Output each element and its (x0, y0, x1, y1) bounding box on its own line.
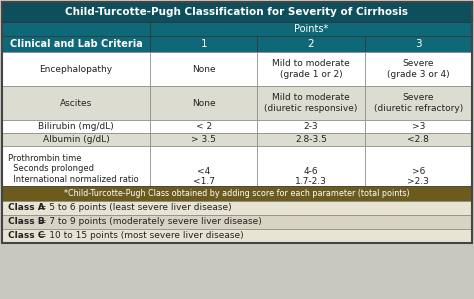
Text: <1.7: <1.7 (192, 178, 215, 187)
Bar (150, 146, 257, 186)
Text: 2: 2 (308, 39, 314, 49)
Bar (365, 86, 472, 120)
Bar (365, 120, 472, 133)
Bar (2, 229, 472, 243)
Text: Mild to moderate
(grade 1 or 2): Mild to moderate (grade 1 or 2) (272, 59, 350, 79)
Text: 3: 3 (415, 39, 422, 49)
Text: Prothrombin time: Prothrombin time (8, 154, 82, 163)
Bar (2, 146, 150, 186)
Text: Ascites: Ascites (60, 98, 92, 108)
Text: *Child-Turcotte-Pugh Class obtained by adding score for each parameter (total po: *Child-Turcotte-Pugh Class obtained by a… (64, 189, 410, 198)
Text: >3: >3 (411, 122, 425, 131)
Bar (257, 36, 365, 52)
Bar (365, 133, 472, 146)
Bar (150, 120, 257, 133)
Bar (150, 86, 257, 120)
Text: = 10 to 15 points (most severe liver disease): = 10 to 15 points (most severe liver dis… (36, 231, 244, 240)
Bar (2, 201, 472, 215)
Text: Bilirubin (mg/dL): Bilirubin (mg/dL) (38, 122, 114, 131)
Text: Child-Turcotte-Pugh Classification for Severity of Cirrhosis: Child-Turcotte-Pugh Classification for S… (65, 7, 409, 17)
Text: 1.7-2.3: 1.7-2.3 (295, 178, 327, 187)
Text: = 5 to 6 points (least severe liver disease): = 5 to 6 points (least severe liver dise… (36, 204, 232, 213)
Bar (257, 146, 365, 186)
Text: International normalized ratio: International normalized ratio (8, 175, 138, 184)
Text: Encephalopathy: Encephalopathy (39, 65, 112, 74)
Text: Seconds prolonged: Seconds prolonged (8, 164, 94, 173)
Bar (150, 133, 257, 146)
Bar (257, 120, 365, 133)
Text: = 7 to 9 points (moderately severe liver disease): = 7 to 9 points (moderately severe liver… (36, 217, 262, 227)
Bar (2, 120, 150, 133)
Bar (2, 2, 472, 22)
Text: < 2: < 2 (196, 122, 212, 131)
Text: Class B: Class B (8, 217, 45, 227)
Text: 1: 1 (201, 39, 207, 49)
Bar (150, 36, 257, 52)
Bar (257, 86, 365, 120)
Text: 2.8-3.5: 2.8-3.5 (295, 135, 327, 144)
Text: <2.8: <2.8 (407, 135, 429, 144)
Bar (365, 36, 472, 52)
Bar (2, 186, 472, 201)
Text: Class C: Class C (8, 231, 45, 240)
Bar (2, 86, 150, 120)
Text: Clinical and Lab Criteria: Clinical and Lab Criteria (9, 39, 142, 49)
Text: None: None (192, 98, 216, 108)
Text: >6: >6 (411, 167, 425, 176)
Bar (2, 36, 150, 52)
Bar (2, 133, 150, 146)
Text: 4-6: 4-6 (304, 167, 319, 176)
Bar (257, 133, 365, 146)
Bar (2, 215, 472, 229)
Bar (150, 22, 472, 36)
Text: Severe
(diuretic refractory): Severe (diuretic refractory) (374, 93, 463, 113)
Text: Albumin (g/dL): Albumin (g/dL) (43, 135, 109, 144)
Bar (2, 52, 150, 86)
Text: > 3.5: > 3.5 (191, 135, 216, 144)
Bar (365, 52, 472, 86)
Bar (150, 52, 257, 86)
Text: Class A: Class A (8, 204, 45, 213)
Bar (2, 2, 472, 243)
Text: >2.3: >2.3 (407, 178, 429, 187)
Bar (365, 146, 472, 186)
Bar (257, 52, 365, 86)
Text: Mild to moderate
(diuretic responsive): Mild to moderate (diuretic responsive) (264, 93, 358, 113)
Text: Severe
(grade 3 or 4): Severe (grade 3 or 4) (387, 59, 450, 79)
Text: None: None (192, 65, 216, 74)
Text: <4: <4 (197, 167, 210, 176)
Text: 2-3: 2-3 (304, 122, 319, 131)
Text: Points*: Points* (294, 24, 328, 34)
Bar (2, 22, 150, 36)
